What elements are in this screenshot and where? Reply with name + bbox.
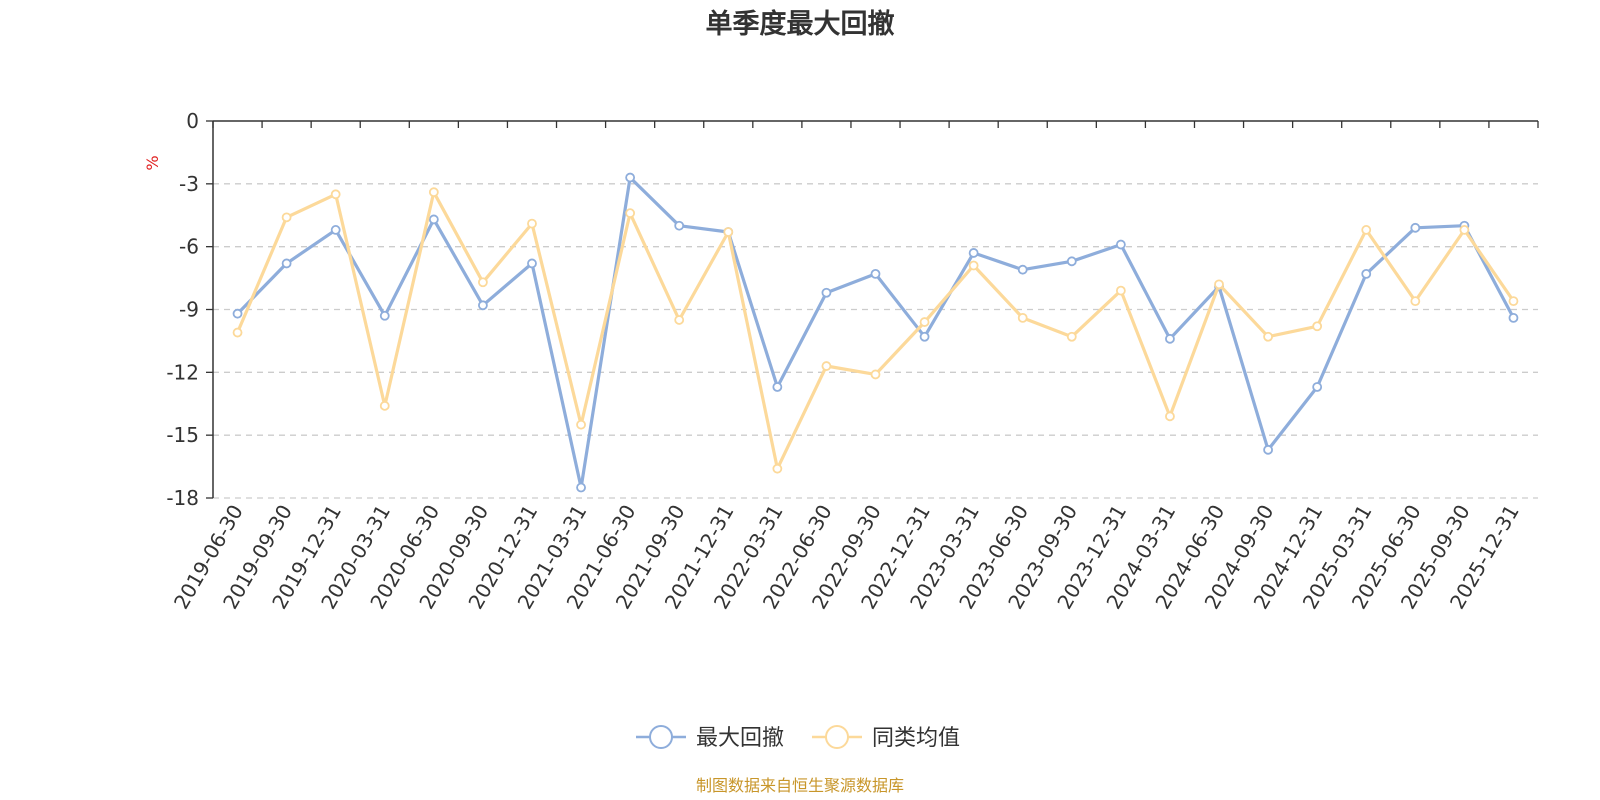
y-tick-label: -9 xyxy=(179,298,199,322)
data-point[interactable] xyxy=(1017,264,1028,275)
data-point[interactable] xyxy=(1165,411,1175,422)
data-point[interactable] xyxy=(1066,256,1077,267)
y-tick-label: -18 xyxy=(166,486,199,510)
data-point[interactable] xyxy=(870,268,881,279)
data-point[interactable] xyxy=(870,369,881,380)
y-tick-label: -3 xyxy=(179,172,199,196)
legend-item-max-drawdown[interactable]: 最大回撤 xyxy=(636,725,784,751)
data-point[interactable] xyxy=(1410,222,1421,233)
data-point[interactable] xyxy=(772,382,783,392)
legend-label: 最大回撤 xyxy=(696,726,784,751)
data-point[interactable] xyxy=(772,463,783,474)
data-point[interactable] xyxy=(1312,321,1323,332)
data-point[interactable] xyxy=(1115,285,1126,296)
data-point[interactable] xyxy=(232,308,243,319)
y-tick-label: -15 xyxy=(166,423,199,447)
series-line xyxy=(236,190,1515,471)
data-point[interactable] xyxy=(1263,331,1273,342)
data-point[interactable] xyxy=(674,315,685,325)
data-point[interactable] xyxy=(821,361,832,371)
data-point[interactable] xyxy=(232,327,243,338)
legend-item-peer-average[interactable]: 同类均值 xyxy=(812,725,960,751)
y-axis-unit-label: % xyxy=(143,155,162,170)
legend-marker-icon xyxy=(649,725,673,749)
data-point[interactable] xyxy=(330,189,341,200)
x-tick-labels: 2019-06-302019-09-302019-12-312020-03-31… xyxy=(169,501,1524,614)
data-point[interactable] xyxy=(330,225,341,235)
y-tick-label: -6 xyxy=(179,235,199,259)
data-point[interactable] xyxy=(1066,331,1077,342)
data-point[interactable] xyxy=(1459,225,1470,235)
data-point[interactable] xyxy=(1263,444,1273,455)
data-point[interactable] xyxy=(1361,225,1372,235)
data-point[interactable] xyxy=(674,220,685,231)
y-tick-label: 0 xyxy=(186,109,199,133)
legend-marker-icon xyxy=(825,725,849,749)
data-point[interactable] xyxy=(1165,333,1175,344)
data-point[interactable] xyxy=(1115,239,1126,250)
series-max-drawdown xyxy=(232,172,1519,493)
data-point[interactable] xyxy=(428,187,439,198)
data-point[interactable] xyxy=(919,317,930,327)
data-point[interactable] xyxy=(968,260,979,271)
data-point[interactable] xyxy=(1017,312,1028,323)
data-point[interactable] xyxy=(478,300,488,311)
series-peer-average xyxy=(232,187,1519,474)
data-point[interactable] xyxy=(968,248,979,258)
data-point[interactable] xyxy=(379,400,390,411)
data-point[interactable] xyxy=(527,218,537,229)
data-point[interactable] xyxy=(919,331,930,342)
data-point[interactable] xyxy=(527,258,537,269)
data-point[interactable] xyxy=(576,482,586,493)
data-point[interactable] xyxy=(1410,296,1421,307)
data-point[interactable] xyxy=(625,208,636,219)
data-point[interactable] xyxy=(821,287,832,298)
data-point[interactable] xyxy=(576,419,586,430)
data-point[interactable] xyxy=(625,172,636,183)
data-point[interactable] xyxy=(1312,382,1323,392)
y-tick-label: -12 xyxy=(166,360,199,384)
data-point[interactable] xyxy=(723,227,734,237)
grid-lines xyxy=(213,183,1538,499)
data-point[interactable] xyxy=(1214,279,1224,290)
data-point[interactable] xyxy=(1508,312,1519,323)
axes xyxy=(206,120,1539,499)
legend-label: 同类均值 xyxy=(872,726,960,751)
source-note: 制图数据来自恒生聚源数据库 xyxy=(696,776,904,795)
series xyxy=(232,172,1519,493)
data-point[interactable] xyxy=(428,214,439,225)
legend[interactable]: 最大回撤 同类均值 xyxy=(636,725,960,751)
series-line xyxy=(236,176,1515,490)
data-point[interactable] xyxy=(281,258,292,269)
data-point[interactable] xyxy=(281,212,292,223)
data-point[interactable] xyxy=(1508,296,1519,307)
chart-title: 单季度最大回撤 xyxy=(706,8,895,40)
data-point[interactable] xyxy=(1361,268,1372,279)
y-tick-labels: 0 -3 -6 -9 -12 -15 -18 xyxy=(166,109,199,510)
data-point[interactable] xyxy=(379,310,390,321)
data-point[interactable] xyxy=(478,277,488,288)
